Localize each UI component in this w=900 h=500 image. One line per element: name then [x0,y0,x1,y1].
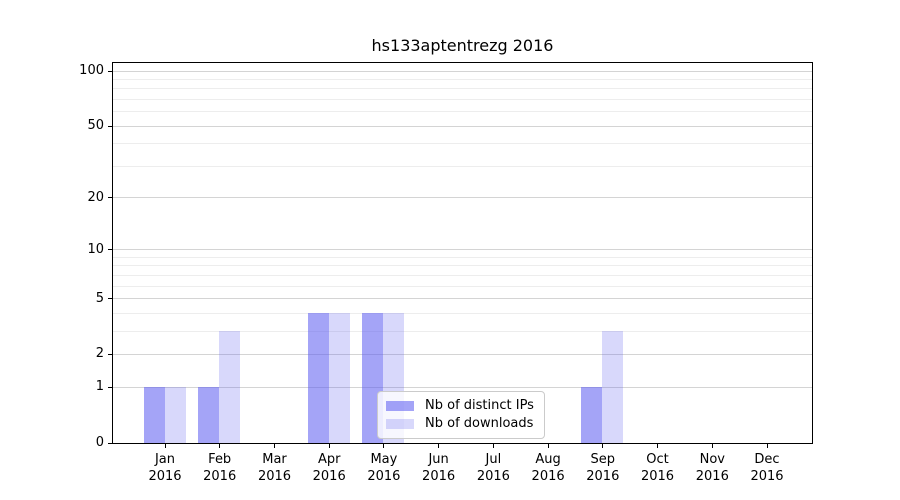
y-minor-gridline [113,98,812,100]
y-tick-label: 5 [95,290,104,306]
x-tick-mark [766,444,768,448]
x-tick-label: May 2016 [367,452,401,484]
x-tick-label: Apr 2016 [312,452,346,484]
y-minor-gridline [113,111,812,113]
y-minor-gridline [113,143,812,145]
x-tick-label: Oct 2016 [640,452,675,484]
x-tick-mark [602,444,604,448]
x-tick-mark [219,444,221,448]
y-major-gridline [113,298,812,300]
bar-distinct-ips [307,313,329,443]
y-tick-label: 1 [95,379,104,395]
bar-distinct-ips [198,387,220,443]
x-tick-mark [547,444,549,448]
bar-distinct-ips [143,387,165,443]
y-minor-gridline [113,88,812,90]
bar-downloads [219,331,241,443]
x-tick-mark [383,444,385,448]
bar-distinct-ips [581,387,603,443]
y-tick-label: 10 [87,241,104,257]
y-tick-mark [108,386,112,388]
y-minor-gridline [113,285,812,287]
x-tick-label: Jul 2016 [476,452,510,484]
x-tick-label: Jun 2016 [422,452,456,484]
x-tick-label: Dec 2016 [750,452,784,484]
x-tick-label: Jan 2016 [148,452,182,484]
legend-row-distinct-ips: Nb of distinct IPs [386,399,536,413]
y-tick-label: 0 [95,435,104,450]
legend-swatch-distinct-ips [386,401,414,411]
y-major-gridline [113,125,812,127]
y-minor-gridline [113,265,812,267]
legend-swatch-downloads [386,419,414,429]
x-tick-mark [492,444,494,448]
x-tick-label: Sep 2016 [586,452,620,484]
x-tick-mark [657,444,658,448]
y-tick-mark [108,70,112,72]
y-major-gridline [113,197,812,199]
x-tick-label: Mar 2016 [257,452,292,484]
chart-title: hs133aptentrezg 2016 [371,36,554,55]
x-tick-label: Nov 2016 [695,452,729,484]
y-tick-label: 20 [87,189,104,205]
x-tick-label: Feb 2016 [203,452,237,484]
y-minor-gridline [113,274,812,276]
bar-downloads [328,313,350,443]
plot-area [112,62,813,444]
x-tick-mark [438,444,440,448]
y-minor-gridline [113,78,812,80]
legend: Nb of distinct IPs Nb of downloads [377,391,545,439]
y-major-gridline [113,353,812,355]
y-tick-label: 2 [95,346,104,362]
y-tick-mark [108,353,112,355]
legend-row-downloads: Nb of downloads [386,417,536,431]
y-tick-label: 50 [87,118,104,134]
legend-label-distinct-ips: Nb of distinct IPs [425,398,534,413]
legend-label-downloads: Nb of downloads [425,416,534,431]
x-tick-mark [164,444,166,448]
y-minor-gridline [113,312,812,314]
y-major-gridline [113,249,812,251]
y-minor-gridline [113,330,812,332]
y-minor-gridline [113,165,812,167]
x-tick-mark [711,444,713,448]
y-tick-mark [108,442,112,444]
bar-downloads [602,331,624,443]
bar-downloads [164,387,186,443]
y-tick-mark [108,125,112,127]
y-tick-mark [108,298,112,300]
x-tick-mark [274,444,275,448]
x-tick-label: Aug 2016 [531,452,565,484]
y-tick-mark [108,249,112,251]
y-tick-label: 100 [79,63,104,78]
y-major-gridline [113,70,812,72]
y-tick-mark [108,197,112,199]
x-tick-mark [328,444,330,448]
y-minor-gridline [113,256,812,258]
